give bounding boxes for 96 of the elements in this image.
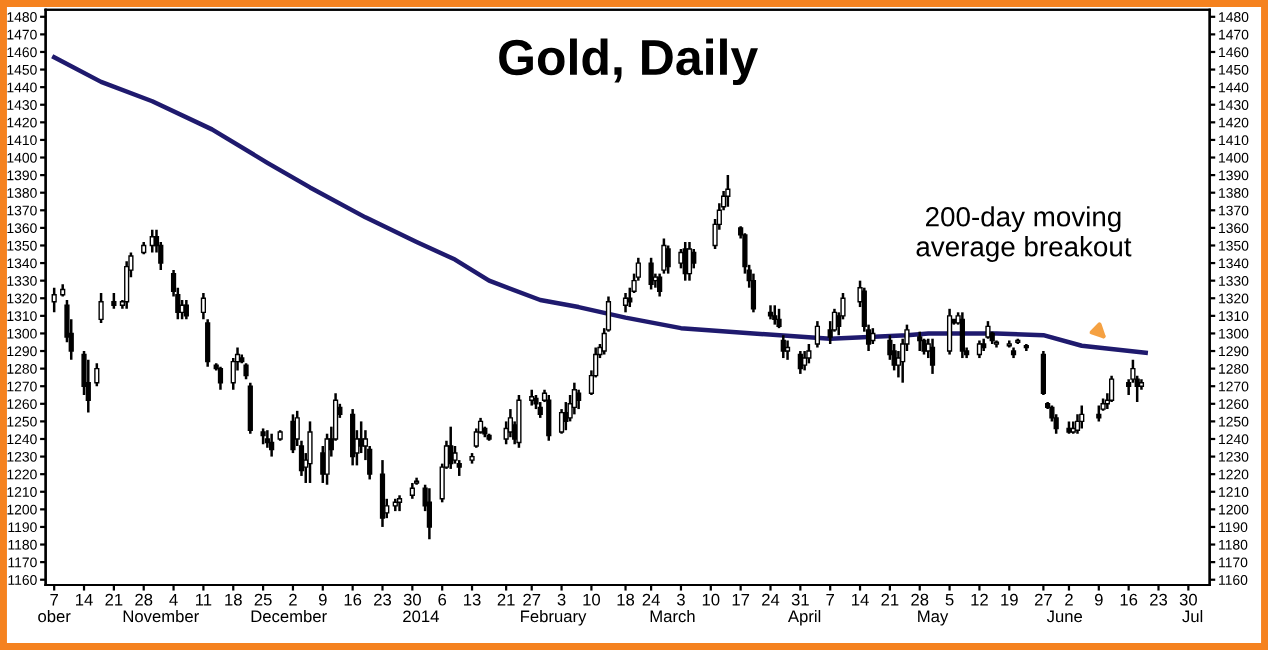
candlestick xyxy=(776,307,782,330)
candlestick xyxy=(183,298,189,321)
x-tick-label: 7 xyxy=(50,593,58,606)
x-tick-label: 2 xyxy=(289,593,297,606)
x2-tick-label: June xyxy=(1046,610,1083,623)
x-tick-label: 21 xyxy=(881,593,899,606)
x-tick-label: 10 xyxy=(702,593,720,606)
candlestick xyxy=(426,487,433,541)
candlestick xyxy=(324,432,330,486)
candlestick xyxy=(750,272,757,314)
x-tick-label: 11 xyxy=(196,593,212,606)
x-tick-label: 17 xyxy=(732,593,750,606)
x-tick-label: 25 xyxy=(254,593,272,606)
x-tick-label: 28 xyxy=(135,593,153,606)
x-tick-label: 21 xyxy=(497,593,515,606)
candlestick xyxy=(661,237,667,275)
candlestick xyxy=(772,304,778,326)
candlestick xyxy=(1053,413,1059,435)
x2-tick-label: ober xyxy=(38,610,71,623)
candlestick xyxy=(217,365,224,391)
x-tick-label: 24 xyxy=(762,593,780,606)
candlestick xyxy=(1079,404,1085,430)
x-tick-label: 28 xyxy=(911,593,929,606)
x2-tick-label: March xyxy=(650,610,695,623)
x-tick-label: 31 xyxy=(791,593,809,606)
text: Gold, Daily xyxy=(499,38,758,86)
candlestick xyxy=(230,356,236,391)
candlestick xyxy=(780,333,786,360)
x-tick-label: 6 xyxy=(438,593,447,606)
candlestick xyxy=(917,330,923,353)
x-tick-label: 3 xyxy=(557,593,566,606)
candlestick xyxy=(801,349,808,372)
x-tick-label: 23 xyxy=(1150,593,1168,606)
candlestick xyxy=(806,342,812,365)
x-tick-label: 5 xyxy=(945,593,954,606)
x-tick-label: 3 xyxy=(676,593,685,606)
x-tick-label: 7 xyxy=(826,593,834,606)
candlestick xyxy=(665,244,671,275)
candlestick xyxy=(691,247,697,270)
x-tick-label: 30 xyxy=(403,593,421,606)
candlestick xyxy=(725,173,731,209)
x-tick-label: 18 xyxy=(617,593,635,606)
candlestick xyxy=(784,339,791,362)
candlestick xyxy=(269,432,275,458)
candlestick xyxy=(98,291,104,325)
candlestick xyxy=(558,407,565,435)
x-tick-label: 21 xyxy=(105,593,123,606)
candlestick xyxy=(507,407,514,439)
candlestick xyxy=(85,358,91,414)
candlestick xyxy=(891,342,897,372)
x-tick-label: 10 xyxy=(583,593,601,606)
candlestick xyxy=(546,393,552,442)
x-tick-label: 18 xyxy=(225,593,242,606)
candlestick xyxy=(929,337,936,376)
candlestick xyxy=(887,333,893,362)
annotation: 200-day moving average breakout xyxy=(916,206,1132,262)
candlestick xyxy=(648,256,654,291)
x-tick-label: 16 xyxy=(344,593,362,606)
x-tick-label: 2 xyxy=(1065,593,1073,606)
x2-tick-label: December xyxy=(251,610,327,623)
x-tick-label: 13 xyxy=(464,593,481,606)
x-tick-label: 4 xyxy=(169,593,178,606)
x2-tick-label: May xyxy=(918,610,949,626)
x2-tick-label: November xyxy=(123,610,199,623)
x2-tick-label: 2014 xyxy=(403,610,439,623)
candlestick xyxy=(946,307,953,356)
candlestick xyxy=(678,247,684,270)
x-tick-label: 30 xyxy=(1179,593,1197,606)
candlestick xyxy=(200,291,207,321)
candlestick xyxy=(959,311,965,360)
candlestick xyxy=(576,388,582,411)
candlestick xyxy=(124,260,130,311)
x-tick-label: 23 xyxy=(374,593,392,606)
candlestick xyxy=(571,381,577,416)
x2-tick-label: April xyxy=(787,610,821,626)
x-tick-label: 9 xyxy=(318,593,327,606)
candlestick xyxy=(516,393,522,450)
x-tick-label: 12 xyxy=(971,593,988,606)
candlestick xyxy=(307,420,313,485)
candlestick xyxy=(1108,374,1115,404)
candlestick xyxy=(247,381,253,435)
x-tick-label: 14 xyxy=(852,593,869,606)
x-tick-label: 24 xyxy=(642,593,660,606)
x2-tick-label: Jul xyxy=(1182,610,1203,623)
x-tick-label: 19 xyxy=(1001,593,1018,606)
candlestick xyxy=(1040,349,1046,397)
candlestick xyxy=(205,318,211,369)
x-tick-label: 9 xyxy=(1094,593,1103,606)
x-tick-label: 16 xyxy=(1120,593,1138,606)
candlestick xyxy=(51,286,57,314)
x-tick-label: 27 xyxy=(523,593,541,606)
x-tick-label: 27 xyxy=(1034,593,1052,606)
x-tick-label: 14 xyxy=(76,593,93,606)
candlestick xyxy=(379,458,386,529)
candlestick xyxy=(814,319,821,349)
x2-tick-label: February xyxy=(521,610,587,626)
